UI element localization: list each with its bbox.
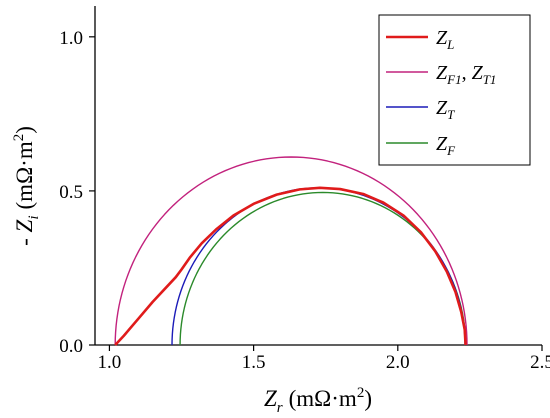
series-line-0 [114,186,467,346]
y-axis-title: - Zi(mΩ·m2) [11,126,42,246]
axis-ticks: 1.0 1.5 2.0 2.5 0.0 0.5 1.0 [59,28,550,373]
series-line-3 [179,191,467,346]
legend-label: ZT [436,97,455,122]
y-tick-label: 1.0 [59,28,83,49]
series-layer [114,156,468,346]
legend-label: ZL [436,27,454,52]
legend-label: ZF1, ZT1 [436,62,496,87]
series-line-2 [171,187,466,346]
legend-label: ZF [436,133,456,158]
y-tick-label: 0.5 [59,182,83,203]
plot-frame [94,6,542,346]
y-tick-label: 0.0 [59,336,83,357]
legend-box [378,14,531,166]
legend-items: ZL ZF1, ZT1 ZT ZF [386,27,496,158]
x-tick-label: 1.5 [242,352,266,373]
x-tick-label: 2.0 [386,352,410,373]
x-tick-label: 2.5 [530,352,550,373]
x-tick-label: 1.0 [98,352,122,373]
legend: ZL ZF1, ZT1 ZT ZF [378,14,531,166]
x-axis-title: Zr (mΩ·m2) [264,385,372,416]
series-line-1 [114,156,468,346]
